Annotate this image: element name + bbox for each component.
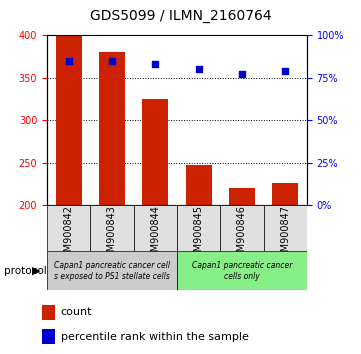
Bar bbox=[56, 35, 82, 205]
Text: GDS5099 / ILMN_2160764: GDS5099 / ILMN_2160764 bbox=[90, 9, 271, 23]
Text: count: count bbox=[61, 307, 92, 317]
Point bbox=[152, 62, 158, 67]
Point bbox=[282, 68, 288, 74]
Bar bbox=[90, 205, 134, 251]
Bar bbox=[186, 165, 212, 205]
Bar bbox=[177, 251, 307, 290]
Text: GSM900845: GSM900845 bbox=[193, 205, 204, 264]
Point bbox=[109, 58, 115, 64]
Text: GSM900843: GSM900843 bbox=[107, 205, 117, 264]
Bar bbox=[47, 205, 90, 251]
Bar bbox=[177, 205, 220, 251]
Point bbox=[66, 58, 71, 64]
Bar bbox=[134, 205, 177, 251]
Text: ▶: ▶ bbox=[32, 266, 40, 276]
Bar bbox=[220, 205, 264, 251]
Text: GSM900847: GSM900847 bbox=[280, 205, 290, 264]
Point bbox=[196, 67, 201, 72]
Point bbox=[239, 72, 245, 77]
Bar bbox=[42, 329, 55, 344]
Bar bbox=[142, 99, 168, 205]
Text: GSM900844: GSM900844 bbox=[150, 205, 160, 264]
Text: Capan1 pancreatic cancer
cells only: Capan1 pancreatic cancer cells only bbox=[192, 261, 292, 280]
Text: protocol: protocol bbox=[4, 266, 46, 276]
Bar bbox=[264, 205, 307, 251]
Bar bbox=[47, 251, 177, 290]
Bar bbox=[229, 188, 255, 205]
Text: GSM900842: GSM900842 bbox=[64, 205, 74, 264]
Text: GSM900846: GSM900846 bbox=[237, 205, 247, 264]
Text: percentile rank within the sample: percentile rank within the sample bbox=[61, 332, 248, 342]
Bar bbox=[99, 52, 125, 205]
Bar bbox=[42, 305, 55, 320]
Text: Capan1 pancreatic cancer cell
s exposed to PS1 stellate cells: Capan1 pancreatic cancer cell s exposed … bbox=[54, 261, 170, 280]
Bar bbox=[272, 183, 298, 205]
